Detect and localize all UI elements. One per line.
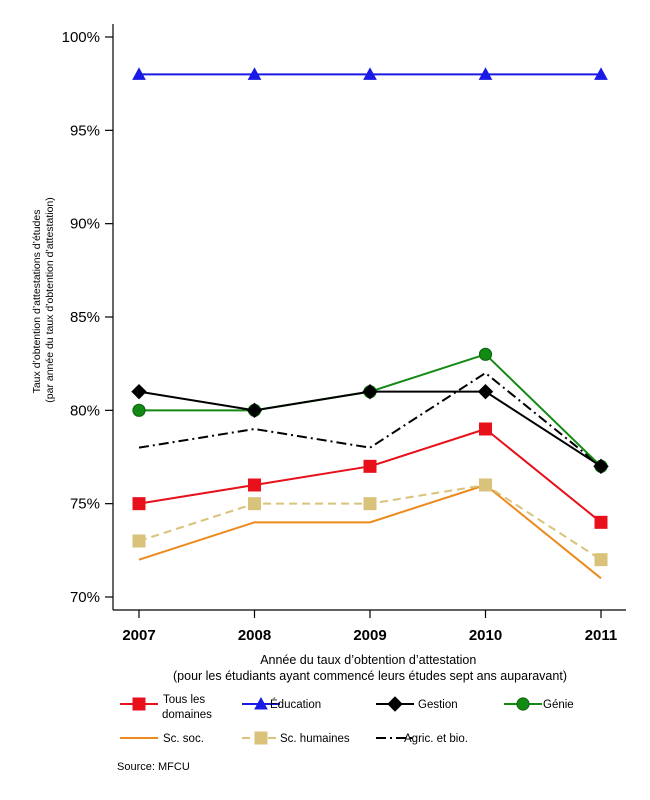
data-point-sc-humaines [594, 553, 608, 567]
series-agric-et-bio [138, 371, 602, 468]
series-tous-les-domaines [132, 422, 608, 529]
data-point-tous-les-domaines [132, 497, 146, 511]
data-point-education [132, 67, 146, 80]
data-point-genie [132, 403, 146, 417]
legend-label: Sc. humaines [280, 733, 350, 745]
x-tick-label: 2009 [353, 627, 386, 644]
y-axis-title-line-2: (par année du taux d’obtention d’attesta… [44, 197, 56, 402]
series-line-agric-et-bio [138, 371, 602, 468]
legend-item-sc-humaines: Sc. humaines [242, 731, 350, 745]
data-point-sc-humaines [363, 497, 377, 511]
series-genie [132, 347, 608, 473]
series-line-gestion [138, 390, 602, 468]
legend-item-gestion: Gestion [376, 696, 458, 712]
series-gestion [131, 383, 609, 475]
data-point-gestion [131, 383, 147, 400]
legend-label: Agric. et bio. [404, 733, 468, 745]
y-tick-label: 95% [70, 122, 100, 139]
legend-swatch-marker [254, 731, 268, 745]
y-axis-ticks: 70% 75% 80% 85% 90% 95% 100% [62, 29, 113, 606]
x-tick-label: 2010 [469, 627, 502, 644]
legend-item-education: Éducation [242, 696, 321, 711]
legend-item-tous-les-domaines: Tous les domaines [120, 694, 212, 721]
data-point-tous-les-domaines [594, 515, 608, 529]
data-point-gestion [246, 402, 263, 419]
data-point-sc-humaines [248, 497, 261, 511]
legend-item-sc-soc: Sc. soc. [120, 733, 204, 745]
data-point-gestion [593, 458, 609, 475]
data-point-tous-les-domaines [248, 478, 261, 492]
data-point-education [363, 67, 377, 80]
y-tick-label: 100% [62, 29, 100, 46]
legend-swatch-marker [387, 696, 403, 712]
legend-swatch-marker [254, 696, 268, 710]
legend-label: Sc. soc. [163, 733, 204, 745]
legend-label-line: Tous les [163, 694, 205, 706]
y-tick-label: 75% [70, 496, 100, 513]
series-line-sc-soc [138, 483, 602, 580]
y-axis-title: Taux d’obtention d’attestations d’études… [31, 197, 56, 402]
x-axis-title: Année du taux d’obtention d’attestation … [173, 653, 567, 683]
legend-swatch-marker [516, 697, 530, 711]
series-sc-soc [138, 483, 602, 580]
series-sc-humaines [132, 478, 608, 567]
legend-label-line: Éducation [270, 698, 321, 711]
data-point-genie [478, 347, 493, 361]
legend-label: Éducation [270, 698, 321, 711]
series-education [132, 67, 608, 80]
y-tick-label: 70% [70, 589, 100, 606]
data-point-education [247, 67, 262, 80]
legend-label-line: Génie [543, 699, 574, 711]
x-tick-label: 2007 [122, 627, 155, 644]
data-point-gestion [362, 383, 378, 400]
source-value: MFCU [158, 761, 190, 773]
legend-swatch-marker [132, 697, 146, 711]
legend-label: Génie [543, 699, 574, 711]
y-tick-label: 85% [70, 309, 100, 326]
data-point-sc-humaines [132, 534, 146, 548]
x-tick-label: 2008 [238, 627, 271, 644]
data-point-sc-humaines [479, 478, 492, 492]
legend-label: Tous les domaines [162, 694, 212, 721]
legend-item-genie: Génie [504, 697, 574, 711]
series-line-genie [139, 353, 602, 468]
y-tick-label: 90% [70, 216, 100, 233]
y-axis-title-line-1: Taux d’obtention d’attestations d’études [31, 210, 43, 394]
legend-item-agric-et-bio: Agric. et bio. [376, 733, 468, 745]
x-axis-title-line-1: Année du taux d’obtention d’attestation [260, 653, 476, 667]
x-tick-label: 2011 [585, 627, 618, 644]
legend-label-line: Gestion [418, 699, 458, 711]
series-layer [131, 67, 609, 580]
x-axis-ticks: 2007 2008 2009 2010 2011 [122, 610, 617, 644]
legend-label: Gestion [418, 699, 458, 711]
y-tick-label: 80% [70, 402, 100, 419]
legend: Tous les domaines Éducation Gestion Génie Sc.… [120, 694, 574, 745]
legend-label-line: Agric. et bio. [404, 733, 468, 745]
data-point-education [594, 67, 608, 80]
data-point-tous-les-domaines [479, 422, 492, 436]
data-point-tous-les-domaines [363, 459, 377, 473]
legend-label-line: Sc. soc. [163, 733, 204, 745]
x-axis-title-line-2: (pour les étudiants ayant commencé leurs… [173, 669, 567, 683]
legend-label-line: Sc. humaines [280, 733, 350, 745]
legend-label-line: domaines [162, 709, 212, 721]
data-point-education [478, 67, 493, 80]
source-label: Source: [117, 761, 155, 773]
data-point-gestion [477, 383, 494, 400]
